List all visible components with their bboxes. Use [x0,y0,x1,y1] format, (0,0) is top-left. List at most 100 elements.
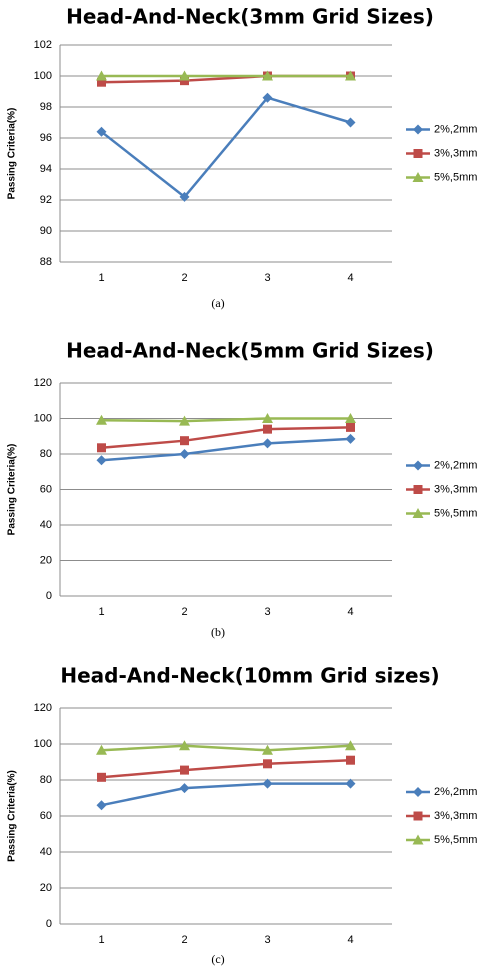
series-line [101,437,351,462]
legend-label: 3%,3mm [434,483,477,495]
y-tick-label: 40 [40,519,52,531]
caption: (b) [211,625,225,639]
data-point [345,778,356,789]
data-point [179,783,190,794]
legend-label: 2%,2mm [434,459,477,471]
legend-label: 3%,3mm [434,810,477,822]
y-tick-label: 20 [40,554,52,566]
series-line [100,96,351,199]
data-point [262,70,273,81]
y-tick-label: 100 [34,412,52,424]
data-point [345,117,356,128]
caption: (a) [211,296,224,310]
data-point [346,422,355,432]
x-tick-label: 1 [98,606,104,618]
x-tick-label: 1 [98,272,104,284]
legend-marker [412,834,424,845]
series-line [101,782,351,807]
legend-label: 5%,5mm [434,507,477,519]
y-tick-label: 100 [34,738,52,750]
data-point [179,415,190,426]
y-axis-label: Passing Criteria(%) [7,108,18,200]
y-tick-label: 80 [40,774,52,786]
legend-label: 5%,5mm [434,834,477,846]
data-point [262,778,273,789]
x-tick-label: 1 [98,934,104,946]
x-tick-label: 4 [347,272,353,284]
y-tick-label: 100 [34,70,52,82]
chart-title: Head-And-Neck(10mm Grid sizes) [60,664,439,688]
legend-marker [413,124,423,135]
y-axis-label: Passing Criteria(%) [7,444,18,536]
y-tick-label: 60 [40,810,52,822]
x-tick-label: 3 [264,606,270,618]
legend-label: 2%,2mm [434,123,477,135]
legend-marker [413,149,423,158]
data-point [97,77,106,87]
data-point [345,740,356,751]
y-tick-label: 80 [40,448,52,460]
y-tick-label: 96 [40,132,52,144]
y-tick-label: 98 [40,101,52,113]
y-tick-label: 120 [34,702,52,714]
data-point [262,744,273,755]
y-axis-label: Passing Criteria(%) [7,770,18,862]
legend-label: 2%,2mm [434,786,477,798]
data-point [179,191,190,202]
x-tick-label: 4 [347,934,353,946]
data-point [263,424,272,434]
data-point [262,413,273,423]
chart-title: Head-And-Neck(3mm Grid Sizes) [66,5,434,29]
legend-label: 5%,5mm [434,171,477,183]
y-tick-label: 0 [46,918,52,930]
series-line [101,417,351,423]
data-point [179,449,190,459]
series-line [101,426,351,450]
data-point [263,759,272,769]
series-line [101,744,351,752]
legend-marker [412,172,424,182]
y-tick-label: 40 [40,846,52,858]
y-tick-label: 88 [40,256,52,268]
x-tick-label: 3 [264,934,270,946]
data-point [345,413,356,423]
data-point [345,70,356,81]
legend-marker [413,460,423,471]
data-point [180,76,189,86]
legend-marker [413,787,423,797]
y-tick-label: 120 [34,377,52,389]
data-point [96,70,107,81]
legend-marker [413,485,423,494]
data-point [96,800,107,811]
legend-marker [412,508,424,518]
y-tick-label: 20 [40,882,52,894]
x-tick-label: 3 [264,272,270,284]
x-tick-label: 2 [181,272,187,284]
y-tick-label: 60 [40,483,52,495]
data-point [97,772,106,782]
data-point [345,433,356,444]
x-tick-label: 2 [181,934,187,946]
data-point [96,455,107,466]
y-tick-label: 94 [40,163,52,175]
y-tick-label: 0 [46,590,52,602]
y-tick-label: 90 [40,225,52,237]
legend-label: 3%,3mm [434,147,477,159]
chart-title: Head-And-Neck(5mm Grid Sizes) [66,339,434,363]
data-point [179,740,190,751]
data-point [180,765,189,775]
data-point [96,126,107,137]
data-point [262,92,273,103]
data-point [179,70,190,81]
x-tick-label: 4 [347,606,353,618]
caption: (c) [211,952,224,966]
data-point [262,438,273,449]
series-line [101,758,351,779]
x-tick-label: 2 [181,606,187,618]
legend-marker [413,811,423,821]
y-tick-label: 102 [34,39,52,51]
data-point [96,414,107,425]
data-point [180,436,189,446]
